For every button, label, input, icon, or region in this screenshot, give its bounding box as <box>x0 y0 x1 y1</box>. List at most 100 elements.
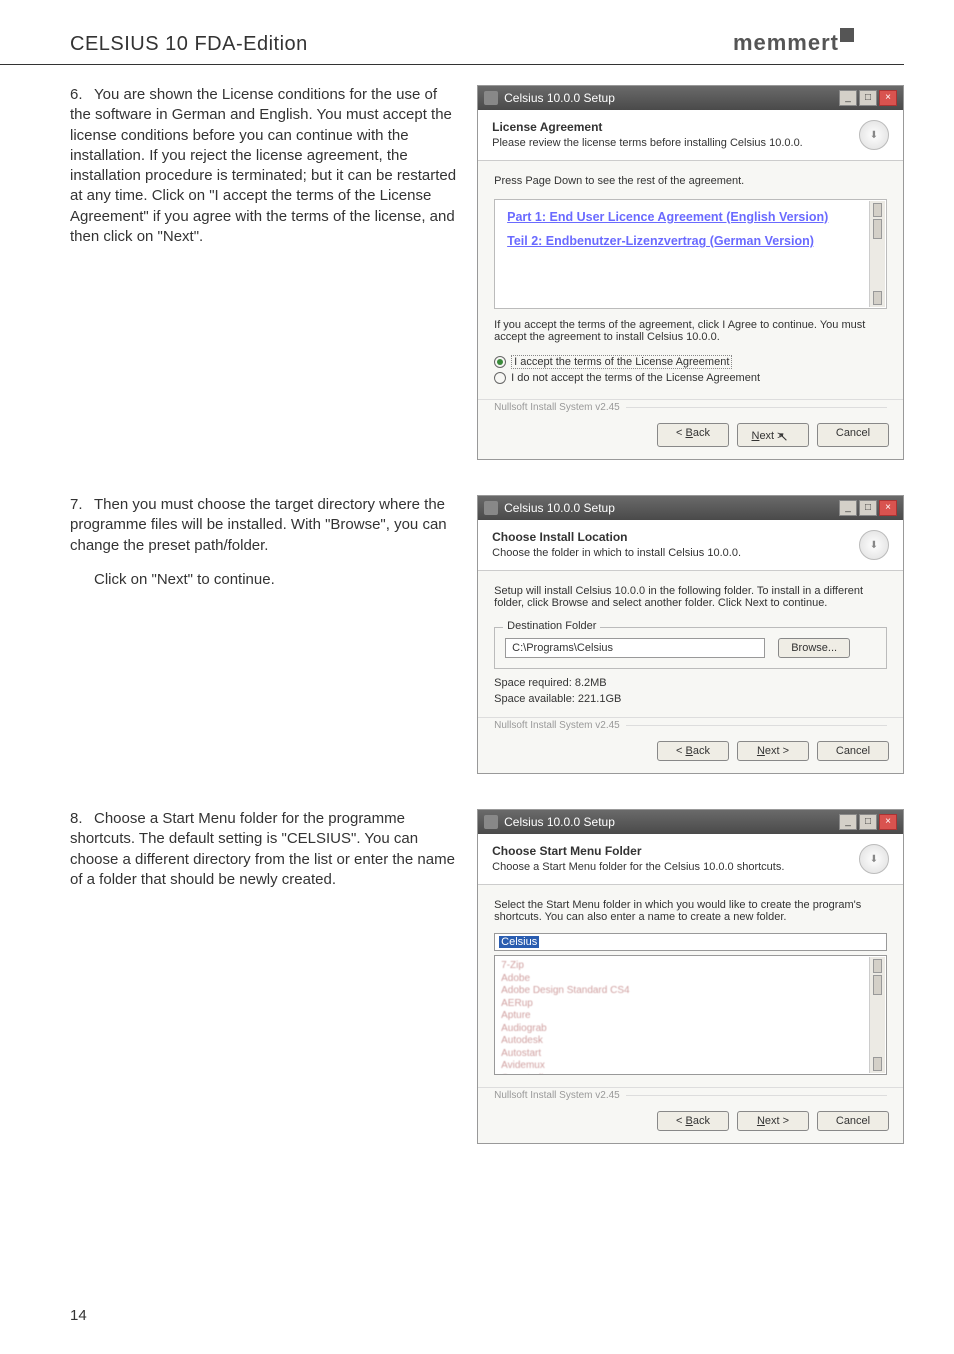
list-item[interactable]: Autostart <box>501 1048 880 1061</box>
list-item[interactable]: Autodesk <box>501 1035 880 1048</box>
back-button[interactable]: < Back <box>657 741 729 761</box>
scrollbar[interactable] <box>869 957 885 1073</box>
button-row: < Back Next >↖ Cancel <box>478 413 903 459</box>
step-8: 8.Choose a Start Menu folder for the pro… <box>70 809 904 1144</box>
step-8-num: 8. <box>70 809 94 829</box>
dialog-head-title: Choose Install Location <box>492 530 859 544</box>
press-pagedown-text: Press Page Down to see the rest of the a… <box>494 175 887 187</box>
titlebar-title: Celsius 10.0.0 Setup <box>484 501 615 516</box>
location-dialog: Celsius 10.0.0 Setup _ □ × Choose Instal… <box>477 495 904 774</box>
browse-button[interactable]: Browse... <box>778 638 850 658</box>
accept-note: If you accept the terms of the agreement… <box>494 319 887 343</box>
cursor-icon: ↖ <box>778 429 789 444</box>
dialog-head-subtitle: Choose the folder in which to install Ce… <box>492 547 859 559</box>
step-7-text: 7.Then you must choose the target direct… <box>70 495 457 774</box>
titlebar-title: Celsius 10.0.0 Setup <box>484 91 615 106</box>
path-input[interactable]: C:\Programs\Celsius <box>505 638 765 658</box>
nullsoft-text: Nullsoft Install System v2.45 <box>494 720 620 731</box>
dialog-header: Choose Start Menu Folder Choose a Start … <box>478 834 903 885</box>
content: 6.You are shown the License conditions f… <box>0 65 954 1144</box>
startmenu-input-value: Celsius <box>499 936 539 948</box>
step-8-body: Choose a Start Menu folder for the progr… <box>70 810 455 888</box>
list-item[interactable]: Apture <box>501 1010 880 1023</box>
list-item[interactable]: Camstudio <box>501 1073 880 1076</box>
cancel-button[interactable]: Cancel <box>817 1111 889 1131</box>
logo-text: memmert <box>733 30 839 55</box>
list-item[interactable]: Adobe Design Standard CS4 <box>501 985 880 998</box>
dialog-body: Select the Start Menu folder in which yo… <box>478 885 903 1083</box>
titlebar: Celsius 10.0.0 Setup _ □ × <box>478 496 903 520</box>
list-item[interactable]: AERup <box>501 998 880 1011</box>
titlebar: Celsius 10.0.0 Setup _ □ × <box>478 86 903 110</box>
list-item[interactable]: Avidemux <box>501 1060 880 1073</box>
button-row: < Back Next > Cancel <box>478 731 903 773</box>
minimize-icon[interactable]: _ <box>839 500 857 516</box>
minimize-icon[interactable]: _ <box>839 814 857 830</box>
step-6: 6.You are shown the License conditions f… <box>70 85 904 460</box>
space-required: Space required: 8.2MB <box>494 677 887 689</box>
dialog-head-subtitle: Choose a Start Menu folder for the Celsi… <box>492 861 859 873</box>
radio-accept[interactable]: I accept the terms of the License Agreem… <box>494 355 887 369</box>
step-6-text: 6.You are shown the License conditions f… <box>70 85 457 460</box>
radio-reject[interactable]: I do not accept the terms of the License… <box>494 372 887 384</box>
back-button[interactable]: < Back <box>657 1111 729 1131</box>
step-7-body2: Click on "Next" to continue. <box>70 570 457 590</box>
nullsoft-footer: Nullsoft Install System v2.45 <box>478 717 903 731</box>
destination-label: Destination Folder <box>503 620 600 632</box>
radio-accept-label: I accept the terms of the License Agreem… <box>511 355 732 369</box>
list-item[interactable]: 7-Zip <box>501 960 880 973</box>
cancel-button[interactable]: Cancel <box>817 423 889 447</box>
maximize-icon[interactable]: □ <box>859 90 877 106</box>
close-icon[interactable]: × <box>879 500 897 516</box>
scrollbar[interactable] <box>869 201 885 307</box>
dialog-header: License Agreement Please review the lice… <box>478 110 903 161</box>
startmenu-desc: Select the Start Menu folder in which yo… <box>494 899 887 923</box>
startmenu-input[interactable]: Celsius <box>494 933 887 951</box>
step-8-text: 8.Choose a Start Menu folder for the pro… <box>70 809 457 1144</box>
logo-mark-icon <box>840 28 854 42</box>
nullsoft-footer: Nullsoft Install System v2.45 <box>478 1087 903 1101</box>
list-item[interactable]: Audiograb <box>501 1023 880 1036</box>
cancel-button[interactable]: Cancel <box>817 741 889 761</box>
next-button[interactable]: Next > <box>737 741 809 761</box>
location-desc: Setup will install Celsius 10.0.0 in the… <box>494 585 887 609</box>
close-icon[interactable]: × <box>879 814 897 830</box>
titlebar: Celsius 10.0.0 Setup _ □ × <box>478 810 903 834</box>
minimize-icon[interactable]: _ <box>839 90 857 106</box>
step-7-num: 7. <box>70 495 94 515</box>
agreement-part1-link[interactable]: Part 1: End User Licence Agreement (Engl… <box>507 210 874 224</box>
folder-list[interactable]: 7-Zip Adobe Adobe Design Standard CS4 AE… <box>494 955 887 1075</box>
list-item[interactable]: Adobe <box>501 973 880 986</box>
window-controls: _ □ × <box>839 500 897 516</box>
agreement-part2-link[interactable]: Teil 2: Endbenutzer-Lizenzvertrag (Germa… <box>507 234 874 248</box>
dialog-head-title: Choose Start Menu Folder <box>492 844 859 858</box>
nullsoft-text: Nullsoft Install System v2.45 <box>494 1090 620 1101</box>
close-icon[interactable]: × <box>879 90 897 106</box>
dialog-body: Press Page Down to see the rest of the a… <box>478 161 903 395</box>
next-button[interactable]: Next >↖ <box>737 423 809 447</box>
radio-reject-icon <box>494 372 506 384</box>
agreement-box: Part 1: End User Licence Agreement (Engl… <box>494 199 887 309</box>
nullsoft-footer: Nullsoft Install System v2.45 <box>478 399 903 413</box>
installer-icon: ⬇ <box>859 120 889 150</box>
destination-fieldset: Destination Folder C:\Programs\Celsius B… <box>494 627 887 669</box>
step-6-body: You are shown the License conditions for… <box>70 86 456 245</box>
dialog-header: Choose Install Location Choose the folde… <box>478 520 903 571</box>
step-7: 7.Then you must choose the target direct… <box>70 495 904 774</box>
step-7-body1: Then you must choose the target director… <box>70 496 447 554</box>
back-button[interactable]: < Back <box>657 423 729 447</box>
window-controls: _ □ × <box>839 90 897 106</box>
header-title: CELSIUS 10 FDA-Edition <box>70 33 308 56</box>
window-controls: _ □ × <box>839 814 897 830</box>
radio-accept-icon <box>494 356 506 368</box>
button-row: < Back Next > Cancel <box>478 1101 903 1143</box>
installer-icon: ⬇ <box>859 844 889 874</box>
titlebar-title: Celsius 10.0.0 Setup <box>484 815 615 830</box>
page-header: CELSIUS 10 FDA-Edition memmert <box>0 0 904 65</box>
space-available: Space available: 221.1GB <box>494 693 887 705</box>
maximize-icon[interactable]: □ <box>859 814 877 830</box>
startmenu-dialog: Celsius 10.0.0 Setup _ □ × Choose Start … <box>477 809 904 1144</box>
nullsoft-text: Nullsoft Install System v2.45 <box>494 402 620 413</box>
maximize-icon[interactable]: □ <box>859 500 877 516</box>
next-button[interactable]: Next > <box>737 1111 809 1131</box>
